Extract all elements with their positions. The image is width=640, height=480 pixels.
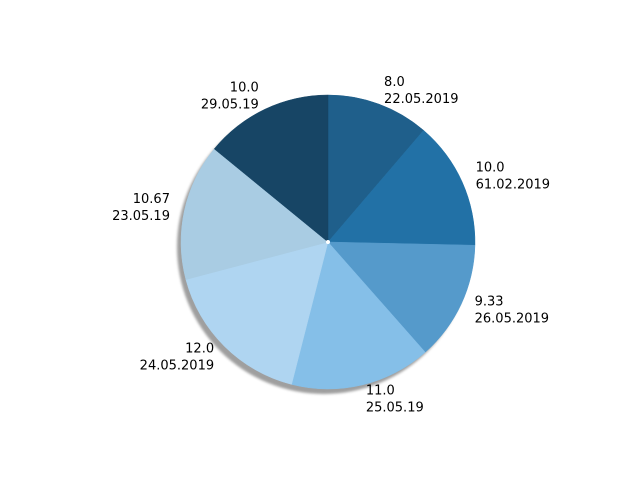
slice-date-label: 25.05.19 [366, 401, 424, 416]
slice-value-label: 9.33 [475, 295, 504, 310]
slice-value-label: 10.0 [476, 161, 505, 176]
pie-center-dot [326, 240, 330, 244]
pie-slice [291, 241, 426, 390]
slice-label: 11.0 25.05.19 [366, 384, 424, 416]
slice-date-label: 29.05.19 [201, 97, 259, 112]
slice-value-label: 10.0 [230, 80, 259, 95]
pie-labels: 8.0 22.05.2019 10.0 61.02.2019 9.33 26.05.201… [112, 75, 550, 416]
pie-slices [180, 94, 476, 390]
pie-slice [185, 241, 329, 385]
slice-label: 8.0 22.05.2019 [384, 75, 458, 107]
slice-label: 10.67 23.05.19 [112, 192, 170, 224]
slice-label: 10.0 61.02.2019 [476, 161, 550, 193]
slice-value-label: 8.0 [384, 75, 405, 90]
slice-value-label: 12.0 [185, 341, 214, 356]
pie-slice [327, 241, 476, 353]
pie-slice [213, 94, 329, 243]
pie-slice [327, 129, 476, 246]
slice-label: 12.0 24.05.2019 [140, 341, 214, 373]
pie-slice [180, 148, 329, 280]
pie-slice [327, 94, 424, 243]
slice-value-label: 10.67 [133, 192, 170, 207]
slice-date-label: 22.05.2019 [384, 92, 458, 107]
slice-label: 9.33 26.05.2019 [475, 295, 549, 327]
slice-value-label: 11.0 [366, 384, 395, 399]
slice-label: 10.0 29.05.19 [201, 80, 259, 112]
slice-date-label: 61.02.2019 [476, 178, 550, 193]
slice-date-label: 23.05.19 [112, 209, 170, 224]
slice-date-label: 26.05.2019 [475, 312, 549, 327]
slice-date-label: 24.05.2019 [140, 358, 214, 373]
